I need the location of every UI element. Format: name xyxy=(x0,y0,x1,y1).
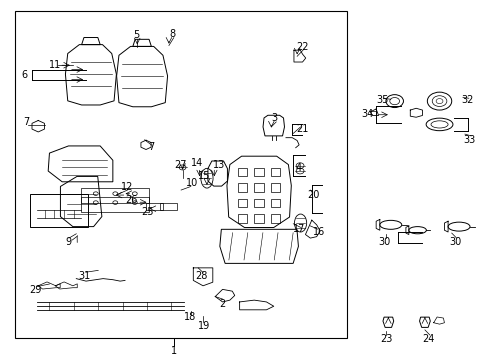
Text: 23: 23 xyxy=(380,333,392,343)
Text: 34: 34 xyxy=(361,109,373,119)
Text: 6: 6 xyxy=(21,70,27,80)
Text: 22: 22 xyxy=(295,42,307,51)
Text: 31: 31 xyxy=(78,271,90,281)
Bar xyxy=(238,199,247,207)
Text: 20: 20 xyxy=(307,190,319,200)
Text: 1: 1 xyxy=(170,346,177,356)
Text: 3: 3 xyxy=(271,113,277,123)
Text: 30: 30 xyxy=(448,237,460,247)
Text: 10: 10 xyxy=(185,178,198,188)
Text: 12: 12 xyxy=(121,182,133,192)
Text: 25: 25 xyxy=(142,207,154,217)
Text: 29: 29 xyxy=(30,285,42,296)
Bar xyxy=(30,194,88,226)
Text: 13: 13 xyxy=(213,160,225,170)
Text: 33: 33 xyxy=(463,135,475,145)
Bar xyxy=(254,214,263,222)
Text: 24: 24 xyxy=(422,333,434,343)
Text: 21: 21 xyxy=(295,124,307,134)
Text: 17: 17 xyxy=(292,225,305,234)
Bar xyxy=(270,184,280,192)
Text: 11: 11 xyxy=(49,59,61,69)
Text: 14: 14 xyxy=(190,158,203,168)
Bar xyxy=(238,168,247,176)
Bar xyxy=(254,199,263,207)
Text: 2: 2 xyxy=(219,299,225,309)
Text: 4: 4 xyxy=(295,163,302,173)
Text: 26: 26 xyxy=(125,195,137,205)
Bar xyxy=(270,199,280,207)
Text: 32: 32 xyxy=(461,95,473,105)
Text: 7: 7 xyxy=(23,117,29,127)
Text: 5: 5 xyxy=(133,30,139,40)
Text: 15: 15 xyxy=(198,171,210,181)
Text: 28: 28 xyxy=(195,271,207,281)
Text: 9: 9 xyxy=(65,237,71,247)
Bar xyxy=(254,168,263,176)
Text: 8: 8 xyxy=(169,29,175,39)
Text: 16: 16 xyxy=(312,227,324,237)
Text: 18: 18 xyxy=(183,312,196,322)
Bar xyxy=(254,184,263,192)
Bar xyxy=(160,203,177,211)
Text: 19: 19 xyxy=(198,321,210,331)
Bar xyxy=(270,214,280,222)
Bar xyxy=(238,214,247,222)
Text: 30: 30 xyxy=(378,237,390,247)
Bar xyxy=(238,184,247,192)
Bar xyxy=(270,168,280,176)
Text: 7: 7 xyxy=(147,142,154,152)
Bar xyxy=(15,12,346,338)
Text: 27: 27 xyxy=(174,160,186,170)
Text: 35: 35 xyxy=(375,95,387,105)
Bar xyxy=(145,203,162,211)
